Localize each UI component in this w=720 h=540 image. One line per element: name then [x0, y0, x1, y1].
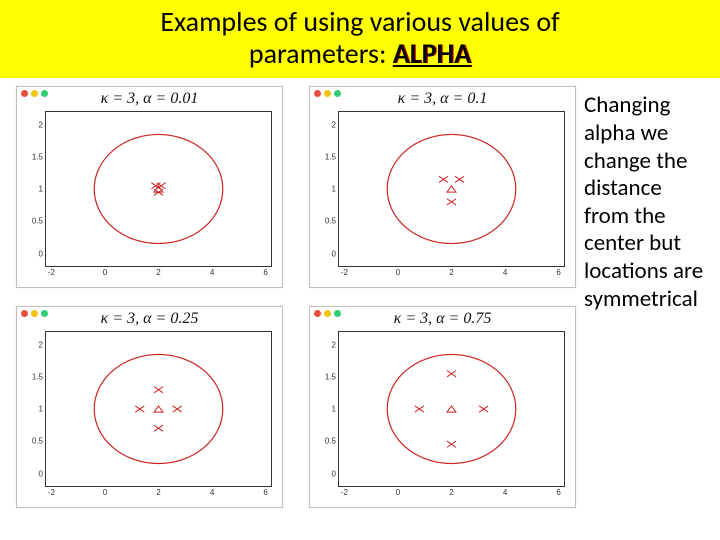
- x-marker: [135, 406, 144, 412]
- plot-panel-2: κ = 3, α = 0.2500.511.52-20246: [16, 306, 283, 508]
- ytick: 1: [332, 405, 336, 414]
- xtick: -2: [341, 488, 348, 497]
- center-triangle-marker: [447, 406, 456, 412]
- plot-svg: [46, 332, 271, 486]
- xtick: 4: [503, 488, 507, 497]
- xtick: 0: [103, 268, 107, 277]
- ytick: 0: [39, 249, 43, 258]
- xtick: -2: [341, 268, 348, 277]
- xtick: 2: [156, 268, 160, 277]
- slide-title: Examples of using various values of para…: [0, 0, 720, 78]
- x-marker: [173, 406, 182, 412]
- plot-axes: 00.511.52-20246: [338, 111, 565, 267]
- ytick: 1.5: [32, 373, 43, 382]
- ytick: 2: [332, 341, 336, 350]
- xtick: -2: [48, 488, 55, 497]
- x-marker: [154, 426, 163, 432]
- xtick: 4: [503, 268, 507, 277]
- xtick: 6: [263, 488, 267, 497]
- x-marker: [447, 199, 456, 205]
- plot-title: κ = 3, α = 0.01: [17, 90, 282, 108]
- ytick: 2: [332, 121, 336, 130]
- plot-panel-3: κ = 3, α = 0.7500.511.52-20246: [309, 306, 576, 508]
- xtick: 4: [210, 268, 214, 277]
- plot-svg: [339, 112, 564, 266]
- ellipse: [94, 355, 223, 464]
- plot-axes: 00.511.52-20246: [45, 331, 272, 487]
- center-triangle-marker: [447, 186, 456, 192]
- center-triangle-marker: [154, 186, 163, 192]
- plot-title: κ = 3, α = 0.1: [310, 90, 575, 108]
- plot-title: κ = 3, α = 0.25: [17, 310, 282, 328]
- ellipse: [94, 135, 223, 244]
- xtick: -2: [48, 268, 55, 277]
- plot-svg: [339, 332, 564, 486]
- x-marker: [415, 406, 424, 412]
- plot-axes: 00.511.52-20246: [338, 331, 565, 487]
- ytick: 0: [39, 469, 43, 478]
- xtick: 6: [556, 268, 560, 277]
- ellipse: [387, 135, 516, 244]
- plot-panel-1: κ = 3, α = 0.100.511.52-20246: [309, 86, 576, 288]
- x-marker: [479, 406, 488, 412]
- x-marker: [447, 371, 456, 377]
- ytick: 1: [39, 405, 43, 414]
- xtick: 0: [396, 268, 400, 277]
- xtick: 4: [210, 488, 214, 497]
- ytick: 1: [39, 185, 43, 194]
- center-triangle-marker: [154, 406, 163, 412]
- ytick: 1.5: [325, 373, 336, 382]
- ytick: 0: [332, 249, 336, 258]
- ytick: 1: [332, 185, 336, 194]
- plot-title: κ = 3, α = 0.75: [310, 310, 575, 328]
- side-explanation: Changing alpha we change the distance fr…: [576, 86, 704, 508]
- xtick: 6: [556, 488, 560, 497]
- title-line-2-prefix: parameters:: [249, 36, 393, 71]
- xtick: 2: [449, 488, 453, 497]
- xtick: 0: [396, 488, 400, 497]
- ytick: 2: [39, 121, 43, 130]
- plot-axes: 00.511.52-20246: [45, 111, 272, 267]
- title-emphasis: ALPHA: [393, 36, 471, 71]
- x-marker: [447, 442, 456, 448]
- plot-panel-0: κ = 3, α = 0.0100.511.52-20246: [16, 86, 283, 288]
- xtick: 0: [103, 488, 107, 497]
- x-marker: [455, 177, 464, 183]
- ellipse: [387, 355, 516, 464]
- ytick: 0.5: [325, 437, 336, 446]
- x-marker: [439, 177, 448, 183]
- ytick: 0.5: [32, 217, 43, 226]
- plot-svg: [46, 112, 271, 266]
- xtick: 2: [449, 268, 453, 277]
- ytick: 1.5: [325, 153, 336, 162]
- xtick: 2: [156, 488, 160, 497]
- x-marker: [154, 387, 163, 393]
- title-line-1: Examples of using various values of: [160, 4, 559, 39]
- plots-grid: κ = 3, α = 0.0100.511.52-20246κ = 3, α =…: [16, 86, 576, 508]
- ytick: 0.5: [32, 437, 43, 446]
- ytick: 1.5: [32, 153, 43, 162]
- ytick: 0: [332, 469, 336, 478]
- ytick: 0.5: [325, 217, 336, 226]
- xtick: 6: [263, 268, 267, 277]
- ytick: 2: [39, 341, 43, 350]
